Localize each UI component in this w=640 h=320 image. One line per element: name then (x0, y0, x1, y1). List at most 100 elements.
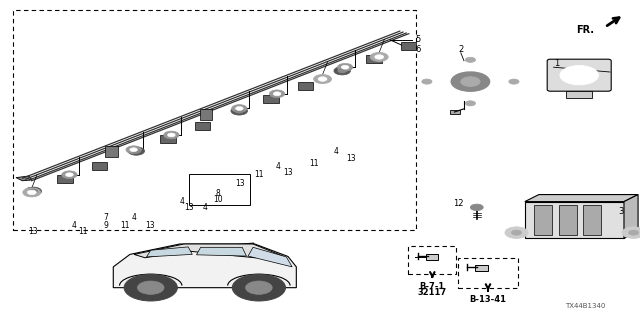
Bar (566, 91, 592, 98)
Circle shape (318, 77, 327, 81)
Circle shape (65, 173, 73, 177)
Circle shape (232, 274, 285, 301)
Polygon shape (58, 175, 73, 183)
Text: 13: 13 (28, 228, 38, 236)
Circle shape (269, 90, 285, 98)
Circle shape (236, 107, 243, 110)
Circle shape (61, 171, 77, 179)
Bar (13, 10, 416, 230)
Circle shape (168, 133, 175, 137)
Circle shape (371, 52, 388, 61)
Text: 7: 7 (103, 213, 108, 222)
Polygon shape (113, 244, 296, 288)
Polygon shape (16, 176, 32, 181)
Bar (450, 110, 460, 114)
Polygon shape (525, 195, 638, 202)
Circle shape (461, 77, 480, 86)
Circle shape (628, 230, 639, 235)
Text: 4: 4 (333, 148, 339, 156)
Circle shape (465, 57, 476, 62)
Circle shape (29, 189, 38, 193)
Bar (475, 265, 488, 271)
Circle shape (231, 107, 248, 115)
Circle shape (124, 274, 177, 301)
Circle shape (338, 68, 347, 73)
Circle shape (235, 109, 244, 113)
Circle shape (23, 188, 41, 197)
Text: 10: 10 (212, 196, 223, 204)
Text: 5: 5 (415, 36, 420, 44)
Circle shape (130, 148, 138, 152)
Text: 13: 13 (184, 204, 194, 212)
Text: 12: 12 (454, 199, 464, 208)
Text: 11: 11 (255, 170, 264, 179)
Text: 4: 4 (202, 204, 207, 212)
Text: B-13-41: B-13-41 (470, 295, 506, 304)
Text: 9: 9 (103, 221, 108, 230)
Text: TX44B1340: TX44B1340 (565, 303, 606, 308)
Text: 4: 4 (276, 162, 281, 171)
Polygon shape (196, 247, 246, 256)
Circle shape (28, 190, 36, 195)
Circle shape (337, 63, 353, 71)
Text: 1: 1 (554, 60, 559, 68)
Text: 4: 4 (180, 197, 185, 206)
Text: 13: 13 (283, 168, 293, 177)
Text: 13: 13 (346, 154, 356, 163)
Polygon shape (401, 42, 416, 50)
Bar (408, 246, 456, 274)
Bar (525, 202, 624, 238)
Circle shape (465, 101, 476, 106)
Bar (534, 205, 552, 235)
Polygon shape (624, 195, 638, 238)
Text: 2: 2 (458, 45, 463, 54)
Bar (583, 205, 601, 235)
Circle shape (375, 55, 384, 59)
Text: 4: 4 (132, 213, 137, 222)
Polygon shape (134, 244, 284, 258)
Polygon shape (161, 135, 176, 143)
Circle shape (451, 72, 490, 91)
Polygon shape (248, 247, 292, 267)
Text: 6: 6 (415, 45, 420, 54)
Text: B-7-1: B-7-1 (420, 282, 445, 291)
Circle shape (132, 149, 141, 153)
Circle shape (560, 66, 598, 85)
Circle shape (246, 281, 272, 294)
Text: 13: 13 (145, 221, 156, 230)
Circle shape (138, 281, 164, 294)
Circle shape (509, 79, 519, 84)
Text: 8: 8 (215, 189, 220, 198)
Circle shape (25, 187, 42, 195)
Circle shape (232, 105, 247, 112)
Polygon shape (195, 122, 210, 130)
Text: 3: 3 (618, 207, 623, 216)
Polygon shape (200, 109, 212, 120)
Circle shape (511, 230, 522, 235)
Bar (559, 205, 577, 235)
Circle shape (314, 75, 332, 84)
Bar (189, 174, 250, 205)
Polygon shape (92, 162, 107, 170)
Polygon shape (147, 247, 192, 257)
Circle shape (622, 227, 640, 238)
Circle shape (505, 227, 528, 238)
Circle shape (341, 65, 349, 69)
Circle shape (126, 146, 141, 154)
Text: 4: 4 (71, 221, 76, 230)
Circle shape (334, 67, 351, 75)
Circle shape (128, 147, 145, 155)
Polygon shape (366, 55, 381, 63)
Circle shape (422, 79, 432, 84)
Text: FR.: FR. (576, 25, 594, 36)
FancyBboxPatch shape (547, 59, 611, 91)
Circle shape (470, 204, 483, 211)
Bar (426, 254, 438, 260)
Text: 11: 11 (120, 221, 129, 230)
Polygon shape (105, 146, 118, 157)
Text: 11: 11 (309, 159, 318, 168)
Circle shape (164, 131, 179, 139)
Text: 13: 13 (235, 180, 245, 188)
Polygon shape (263, 95, 278, 103)
Text: 32117: 32117 (418, 288, 447, 297)
